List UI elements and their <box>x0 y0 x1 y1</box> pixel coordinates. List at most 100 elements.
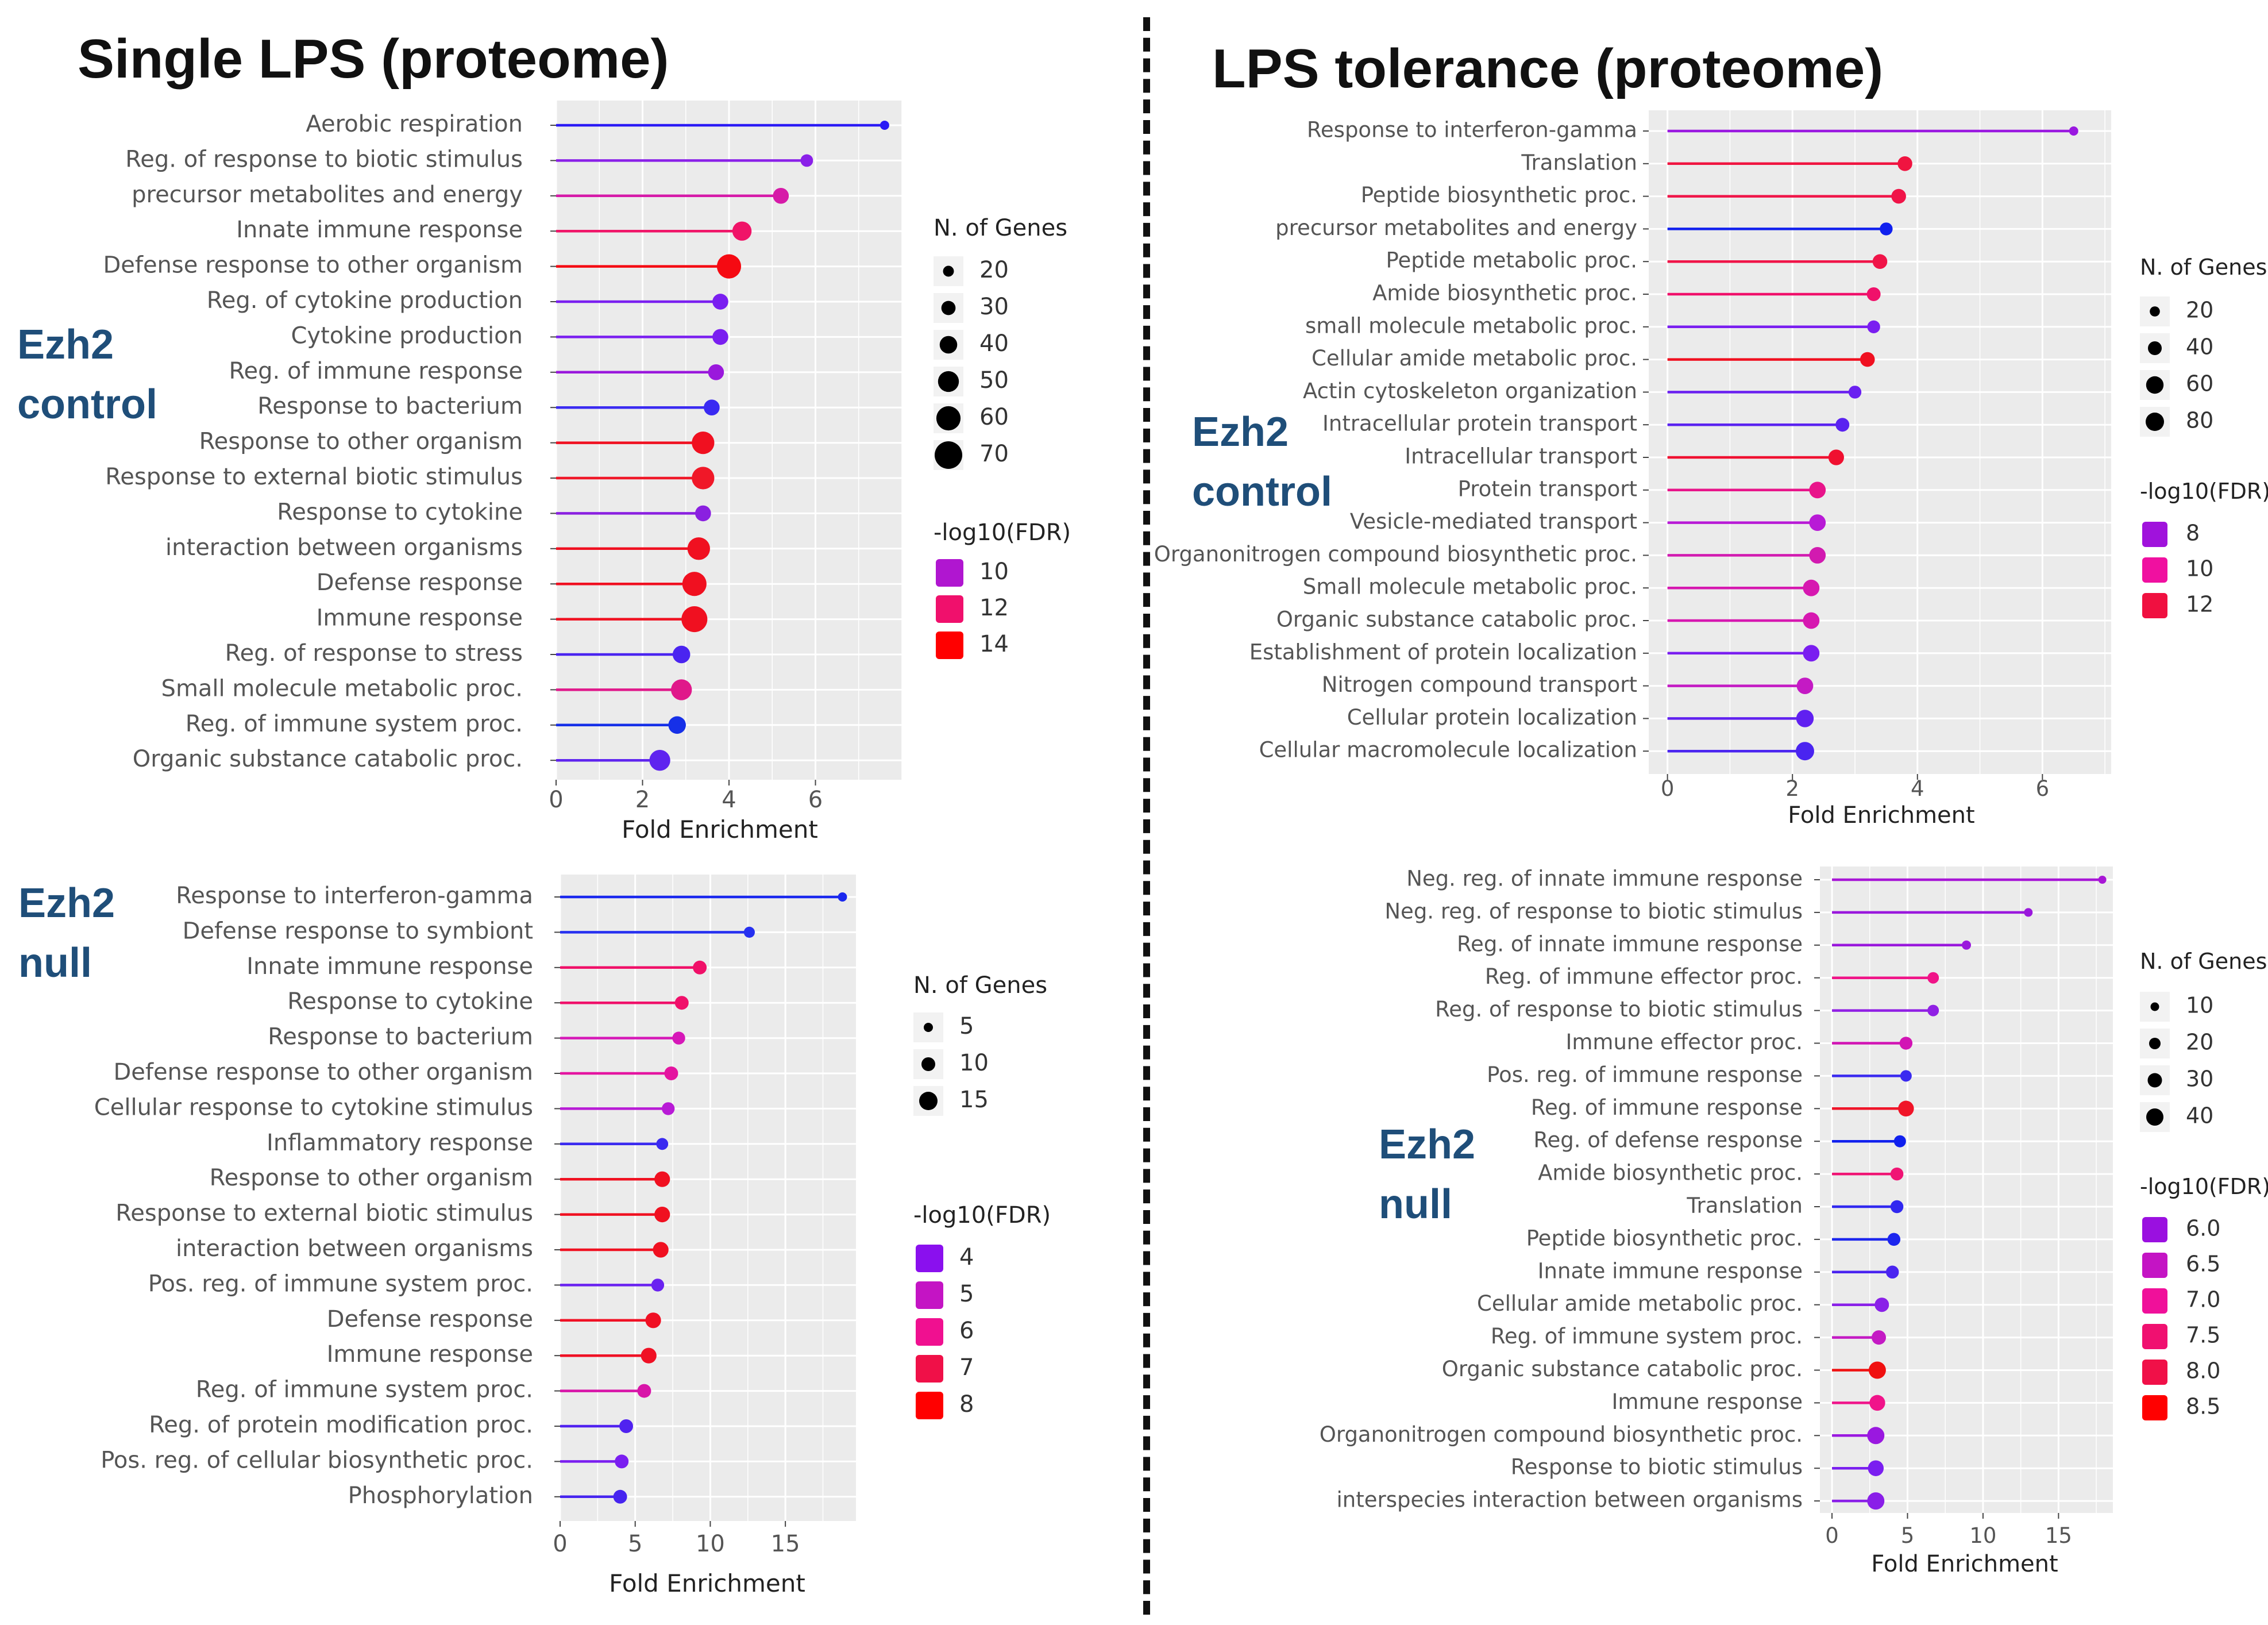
color-legend-swatch <box>916 1392 943 1419</box>
x-tick-label: 2 <box>635 787 650 813</box>
lollipop-point <box>645 1312 661 1329</box>
category-label: Translation <box>1686 1193 1803 1218</box>
color-legend-swatch <box>2142 557 2167 583</box>
category-label: Pos. reg. of cellular biosynthetic proc. <box>101 1447 533 1473</box>
lollipop-point <box>1803 579 1820 596</box>
lollipop-point <box>1866 287 1881 301</box>
lollipop-point <box>2098 876 2107 884</box>
category-label: Response to interferon-gamma <box>176 883 533 909</box>
lollipop-point <box>1898 1100 1914 1117</box>
category-label: Innate immune response <box>236 217 523 243</box>
category-label: Actin cytoskeleton organization <box>1303 379 1637 403</box>
x-tick-label: 4 <box>1911 776 1924 801</box>
size-legend-dot <box>2146 1108 2163 1126</box>
lollipop-point <box>1848 386 1862 399</box>
category-label: Reg. of immune response <box>229 358 523 384</box>
lollipop-point <box>654 1207 670 1223</box>
category-label: Response to interferon-gamma <box>1307 118 1637 143</box>
color-legend-swatch <box>2142 1253 2167 1278</box>
category-label: Cellular macromolecule localization <box>1259 738 1637 763</box>
lollipop-point <box>681 606 708 633</box>
category-label: Reg. of cytokine production <box>207 287 523 314</box>
size-legend-dot <box>939 336 958 354</box>
category-label: Response to bacterium <box>257 393 523 419</box>
ezh2-null-label-left: Ezh2 null <box>18 873 115 994</box>
category-label: Defense response to other organism <box>113 1059 533 1085</box>
category-label: interaction between organisms <box>176 1235 533 1262</box>
color-legend-swatch <box>936 631 963 659</box>
size-legend-dot <box>943 265 954 277</box>
category-label: Immune response <box>1612 1389 1803 1414</box>
lollipop-point <box>1874 1297 1889 1312</box>
color-legend-label: 8.0 <box>2186 1358 2220 1384</box>
lollipop-point <box>838 892 847 902</box>
lollipop-point <box>662 1102 675 1115</box>
ezh2-null-label-right: Ezh2 null <box>1379 1115 1475 1235</box>
category-label: Small molecule metabolic proc. <box>1303 575 1637 599</box>
x-tick-label: 4 <box>722 787 736 813</box>
lollipop-point <box>1809 514 1826 531</box>
color-legend-label: 12 <box>2186 592 2213 617</box>
lollipop-point <box>672 1031 685 1045</box>
size-legend-title: N. of Genes <box>2140 949 2267 974</box>
lollipop-point <box>1796 677 1814 694</box>
category-label: Defense response to other organism <box>103 252 523 279</box>
side-label-line: control <box>1192 469 1332 515</box>
side-label-line: Ezh2 <box>17 322 114 368</box>
color-legend-swatch <box>2142 1360 2167 1385</box>
lollipop-point <box>880 121 889 130</box>
side-label-line: Ezh2 <box>18 880 115 926</box>
lollipop-point <box>1897 156 1912 171</box>
category-label: Defense response to symbiont <box>183 918 533 944</box>
size-legend-label: 20 <box>979 257 1009 283</box>
category-label: Protein transport <box>1458 476 1637 501</box>
category-label: Immune effector proc. <box>1565 1030 1803 1054</box>
lollipop-point <box>1885 1265 1899 1279</box>
lollipop-point <box>1927 972 1939 984</box>
color-legend-title: -log10(FDR) <box>2140 1174 2268 1199</box>
category-label: interspecies interaction between organis… <box>1337 1488 1803 1512</box>
lollipop-point <box>1867 320 1880 333</box>
plot-background <box>560 875 856 1521</box>
x-tick-label: 6 <box>2036 776 2050 801</box>
size-legend-label: 60 <box>979 404 1009 430</box>
x-axis-label: Fold Enrichment <box>609 1569 805 1597</box>
lollipop-point <box>1803 612 1820 629</box>
category-label: Cytokine production <box>291 322 523 349</box>
category-label: Reg. of immune system proc. <box>196 1377 533 1403</box>
color-legend-label: 8.5 <box>2186 1394 2220 1419</box>
color-legend-title: -log10(FDR) <box>913 1202 1051 1229</box>
x-tick-label: 10 <box>1969 1523 1996 1548</box>
color-legend-swatch <box>916 1281 943 1309</box>
color-legend-label: 10 <box>2186 556 2213 582</box>
size-legend-label: 20 <box>2186 1030 2213 1055</box>
lollipop-point <box>1872 254 1888 269</box>
x-tick-label: 15 <box>771 1531 800 1557</box>
lollipop-point <box>692 431 715 455</box>
category-label: interaction between organisms <box>165 534 523 561</box>
lollipop-point <box>1927 1004 1939 1016</box>
category-label: Reg. of innate immune response <box>1457 931 1803 956</box>
lollipop-point <box>1809 547 1826 564</box>
color-legend-swatch <box>2142 522 2167 547</box>
size-legend-label: 70 <box>979 441 1009 467</box>
color-legend-label: 6.5 <box>2186 1252 2220 1277</box>
x-tick-label: 5 <box>628 1531 642 1557</box>
x-axis-label: Fold Enrichment <box>1871 1551 2058 1577</box>
category-label: Response to cytokine <box>277 499 523 525</box>
category-label: Reg. of defense response <box>1533 1128 1803 1153</box>
x-tick-label: 0 <box>1661 776 1675 801</box>
lollipop-point <box>712 329 728 345</box>
side-label-line: control <box>17 382 157 428</box>
category-label: Cellular amide metabolic proc. <box>1312 346 1637 371</box>
lollipop-point <box>1868 1361 1886 1379</box>
category-label: Reg. of response to biotic stimulus <box>1435 997 1803 1022</box>
lollipop-point <box>1891 188 1906 204</box>
category-label: Defense response <box>317 569 523 596</box>
lollipop-point <box>682 572 707 596</box>
lollipop-point <box>653 1242 669 1258</box>
lollipop-point <box>637 1384 651 1398</box>
